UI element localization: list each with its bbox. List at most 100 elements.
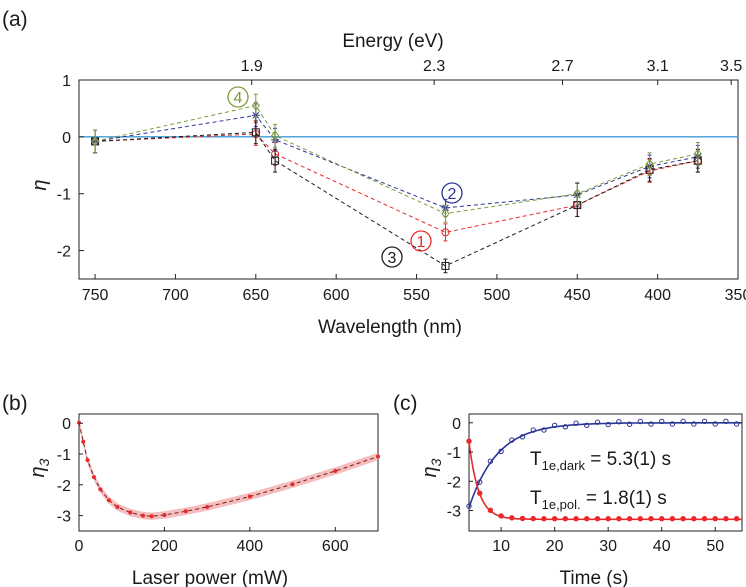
series-2: [91, 103, 702, 217]
panel-c-data-point: [551, 516, 558, 522]
panel-a-x-label: Wavelength (nm): [318, 317, 462, 338]
panel-c-data-point: [530, 427, 536, 433]
panel-b-data-point: [128, 510, 133, 515]
panel-a-x-tick-label: 550: [403, 287, 430, 304]
data-point: [271, 156, 280, 165]
panel-c-data-point: [626, 421, 633, 427]
panel-b-x-tick-label: 200: [151, 538, 178, 555]
svg-text:3: 3: [388, 250, 397, 267]
panel-c-data-point: [562, 516, 569, 522]
panel-c-data-point: [519, 515, 526, 522]
panel-a-x-tick-label: 600: [323, 287, 350, 304]
panel-b-data-point: [85, 458, 90, 463]
panel-b-tag: (b): [2, 392, 28, 415]
panel-c-data-point: [616, 516, 622, 522]
panel-b-data-point: [77, 420, 81, 425]
panel-c-data-point: [733, 516, 740, 522]
panel-c-data-point: [659, 418, 665, 425]
panel-c-data-point: [723, 516, 729, 522]
panel-c-y-ticks: 0 -1 -2 -3: [447, 416, 473, 521]
panel-c-data-point: [584, 422, 590, 428]
panel-b-axes-box: [78, 413, 379, 532]
panel-a-x-tick-label: 650: [242, 287, 269, 304]
panel-c-data-point: [509, 437, 515, 443]
panel-c-data-point: [487, 507, 494, 514]
panel-c-y-tick-label: -1: [447, 445, 461, 462]
panel-a-x-tick-label: 750: [82, 287, 109, 304]
panel-b-y-tick-label: 0: [62, 416, 71, 433]
panel-c-data-point: [723, 418, 729, 425]
panel-c-data-point: [605, 421, 611, 428]
panel-c-y-tick-label: -3: [447, 504, 461, 521]
panel-c-data-point: [594, 516, 601, 522]
panel-a-top-tick-label: 3.5: [720, 58, 742, 75]
data-point: [270, 130, 280, 142]
panel-c-data-point: [733, 421, 740, 427]
panel-b-y-tick-label: -2: [57, 478, 71, 495]
data-point: [251, 128, 260, 137]
data-point: [441, 261, 450, 270]
svg-text:2: 2: [448, 186, 457, 203]
panel-b-data-point: [247, 494, 252, 499]
panel-b-y-tick-label: -3: [57, 509, 71, 526]
panel-c-data-point: [530, 515, 536, 522]
panel-c-x-tick-label: 50: [706, 538, 724, 555]
panel-c-data-point: [680, 418, 686, 425]
panel-c-x-tick-label: 10: [492, 538, 510, 555]
data-point: [441, 228, 450, 237]
panel-c-data-point: [712, 421, 718, 427]
panel-c: (c) η3 Time (s) 10 20 30 40 50 0 -1 -2 -3 T1e,d…: [393, 392, 743, 587]
panel-c-series-pol: [466, 438, 742, 522]
panel-c-data-point: [584, 516, 590, 522]
panel-c-data-point: [616, 419, 622, 425]
panel-c-data-point: [659, 516, 665, 522]
panel-c-x-tick-label: 30: [599, 538, 617, 555]
panel-b-data-point: [183, 509, 188, 514]
panel-c-y-tick-label: 0: [452, 416, 461, 433]
series-2-line: [95, 114, 698, 209]
panel-c-data-point: [573, 420, 579, 426]
panel-c-data-point: [477, 490, 483, 496]
panel-c-data-point: [691, 421, 697, 427]
panel-b-data-point: [162, 512, 167, 517]
panel-a-top-tick-label: 1.9: [241, 58, 263, 75]
panel-b-data-point: [115, 504, 120, 509]
panel-c-tag: (c): [393, 392, 418, 415]
panel-a-x-tick-label: 700: [162, 287, 189, 304]
panel-c-data-point: [519, 434, 526, 440]
data-point: [90, 136, 100, 147]
panel-a-y-label: η: [29, 179, 51, 190]
panel-a-x-tick-label: 500: [484, 287, 511, 304]
series-4-line: [94, 105, 698, 215]
series-label-4: 4: [227, 86, 249, 108]
panel-a-y-ticks: 1 0 -1 -2: [57, 73, 84, 261]
panel-c-x-ticks: 10 20 30 40 50: [492, 527, 724, 555]
panel-b-data-point: [205, 504, 210, 509]
panel-b-data-point: [91, 475, 96, 480]
panel-b: (b) η3 Laser power (mW) 0 200 400 600 0 -1 -2…: [2, 392, 380, 587]
panel-b-data-point: [333, 468, 338, 473]
panel-a-x-tick-label: 450: [564, 287, 591, 304]
panel-c-x-tick-label: 20: [546, 538, 564, 555]
panel-a-series: [90, 93, 702, 274]
panel-c-data-point: [466, 438, 472, 444]
panel-c-data-point: [680, 516, 686, 522]
panel-a-top-tick-label: 2.3: [423, 58, 445, 75]
data-point: [441, 208, 450, 219]
panel-b-data-point: [376, 454, 380, 459]
panel-c-data-point: [669, 421, 676, 427]
panel-b-data-point: [98, 487, 103, 492]
panel-b-y-tick-label: -1: [57, 447, 71, 464]
panel-b-x-label: Laser power (mW): [132, 568, 288, 587]
panel-c-data-point: [541, 515, 547, 522]
panel-c-data-point: [691, 516, 697, 522]
panel-a-y-tick-label: 1: [62, 73, 71, 90]
panel-a-top-axis-label: Energy (eV): [342, 31, 443, 52]
data-point: [251, 100, 260, 111]
panel-b-confidence-band: [79, 418, 378, 520]
panel-b-y-ticks: 0 -1 -2 -3: [57, 416, 83, 526]
panel-c-data-point: [498, 513, 504, 519]
panel-b-points: [77, 420, 380, 519]
panel-c-data-point: [477, 479, 483, 485]
panel-c-data-point: [541, 427, 547, 433]
